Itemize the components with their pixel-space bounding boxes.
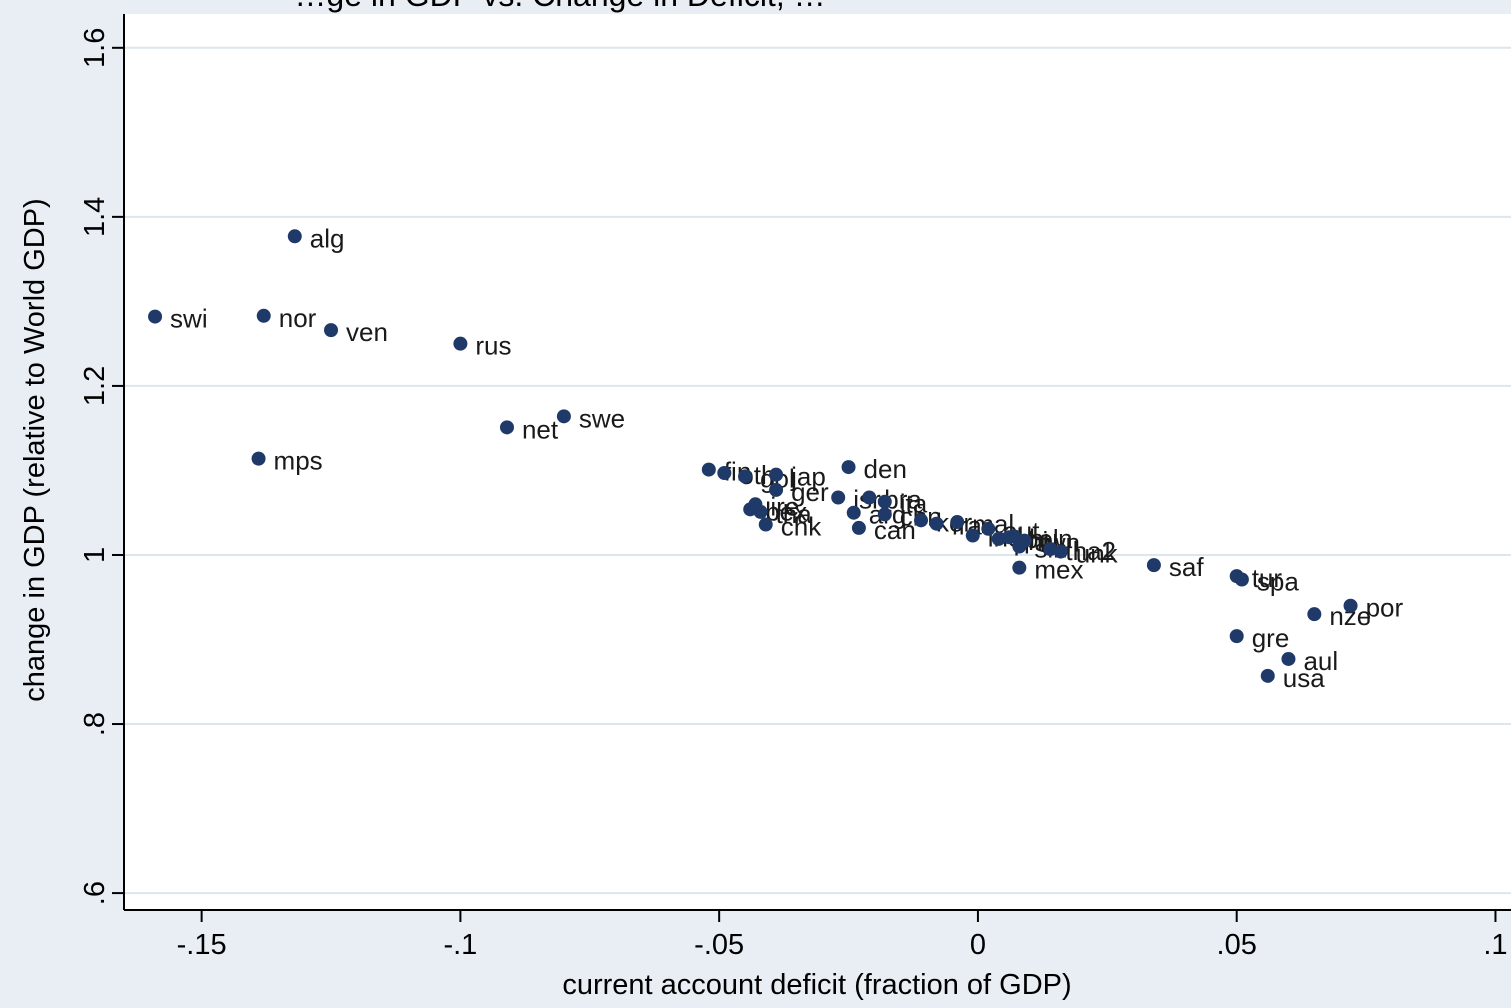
plot-area xyxy=(124,14,1511,910)
point-label: spa xyxy=(1257,566,1299,596)
data-point xyxy=(1281,651,1296,666)
point-label: ven xyxy=(346,317,388,347)
point-label: tur xyxy=(1252,563,1283,593)
data-point xyxy=(877,494,892,509)
x-tick-label: -.05 xyxy=(694,929,744,961)
point-label: alg xyxy=(310,223,345,253)
point-label: mps xyxy=(274,446,323,476)
y-tick-label: 1.4 xyxy=(79,197,111,237)
y-tick-label: 1 xyxy=(79,547,111,563)
point-label: tha xyxy=(776,499,813,529)
data-point xyxy=(851,520,866,535)
point-label: mex xyxy=(1034,555,1083,585)
point-label: por xyxy=(1366,593,1404,623)
point-label: usa xyxy=(1283,663,1325,693)
data-point xyxy=(862,490,877,505)
point-label: tha2 xyxy=(1065,536,1116,566)
axes: .6 .8 1 1.2 1.4 1.6 -.15 -.1 -.05 0 .05 .1 xyxy=(79,14,1511,961)
data-point xyxy=(499,420,514,435)
data-point xyxy=(769,467,784,482)
data-point xyxy=(1234,572,1249,587)
data-point xyxy=(981,521,996,536)
data-point xyxy=(846,505,861,520)
data-point xyxy=(251,451,266,466)
point-label: gre xyxy=(1252,623,1290,653)
point-label: den xyxy=(864,454,907,484)
data-point xyxy=(717,465,732,480)
data-point xyxy=(1229,629,1244,644)
data-point xyxy=(950,515,965,530)
data-point xyxy=(929,516,944,531)
point-label: aul xyxy=(1303,646,1338,676)
point-label: chk xyxy=(781,512,822,542)
data-point xyxy=(148,309,163,324)
x-axis-label: current account deficit (fraction of GDP… xyxy=(562,969,1071,1001)
data-point xyxy=(324,323,339,338)
data-point xyxy=(701,462,716,477)
x-tick-label: -.1 xyxy=(443,929,477,961)
y-axis-label: change in GDP (relative to World GDP) xyxy=(19,198,51,701)
data-point xyxy=(841,460,856,475)
point-label: unk xyxy=(1076,539,1119,569)
data-points xyxy=(148,229,1358,683)
data-point xyxy=(1053,544,1068,559)
x-tick-label: .05 xyxy=(1217,929,1257,961)
point-label: swi xyxy=(170,304,208,334)
point-labels: swialgnorvenrusmpsnetswefinothgoljapgeri… xyxy=(170,223,1403,693)
y-tick-label: .6 xyxy=(79,881,111,905)
data-point xyxy=(453,336,468,351)
data-point xyxy=(965,528,980,543)
data-point xyxy=(1012,560,1027,575)
data-point xyxy=(287,229,302,244)
x-tick-label: 0 xyxy=(970,929,986,961)
point-label: swe xyxy=(579,403,625,433)
data-point xyxy=(991,531,1006,546)
point-label: bex xyxy=(765,496,807,526)
data-point xyxy=(1307,607,1322,622)
data-point xyxy=(758,517,773,532)
point-label: jap xyxy=(790,462,826,492)
point-label: nor xyxy=(279,303,317,333)
data-point xyxy=(753,504,768,519)
y-tick-label: 1.2 xyxy=(79,366,111,406)
data-point xyxy=(769,482,784,497)
y-tick-label: 1.6 xyxy=(79,28,111,68)
point-label: rus xyxy=(475,331,511,361)
data-point xyxy=(556,409,571,424)
data-point xyxy=(256,308,271,323)
data-point xyxy=(914,513,929,528)
data-point xyxy=(877,507,892,522)
data-point xyxy=(1146,558,1161,573)
point-label: ger xyxy=(791,477,829,507)
data-point xyxy=(738,469,753,484)
data-point xyxy=(1017,533,1032,548)
data-point xyxy=(831,490,846,505)
gridlines xyxy=(124,46,1511,895)
chart-title: …ge in GDP vs. Change in Deficit, … xyxy=(294,0,825,13)
y-tick-label: .8 xyxy=(79,712,111,736)
data-point xyxy=(1343,598,1358,613)
x-tick-label: .1 xyxy=(1483,929,1507,961)
point-label: net xyxy=(522,414,559,444)
x-tick-label: -.15 xyxy=(177,929,227,961)
data-point xyxy=(1260,668,1275,683)
point-label: saf xyxy=(1169,552,1204,582)
